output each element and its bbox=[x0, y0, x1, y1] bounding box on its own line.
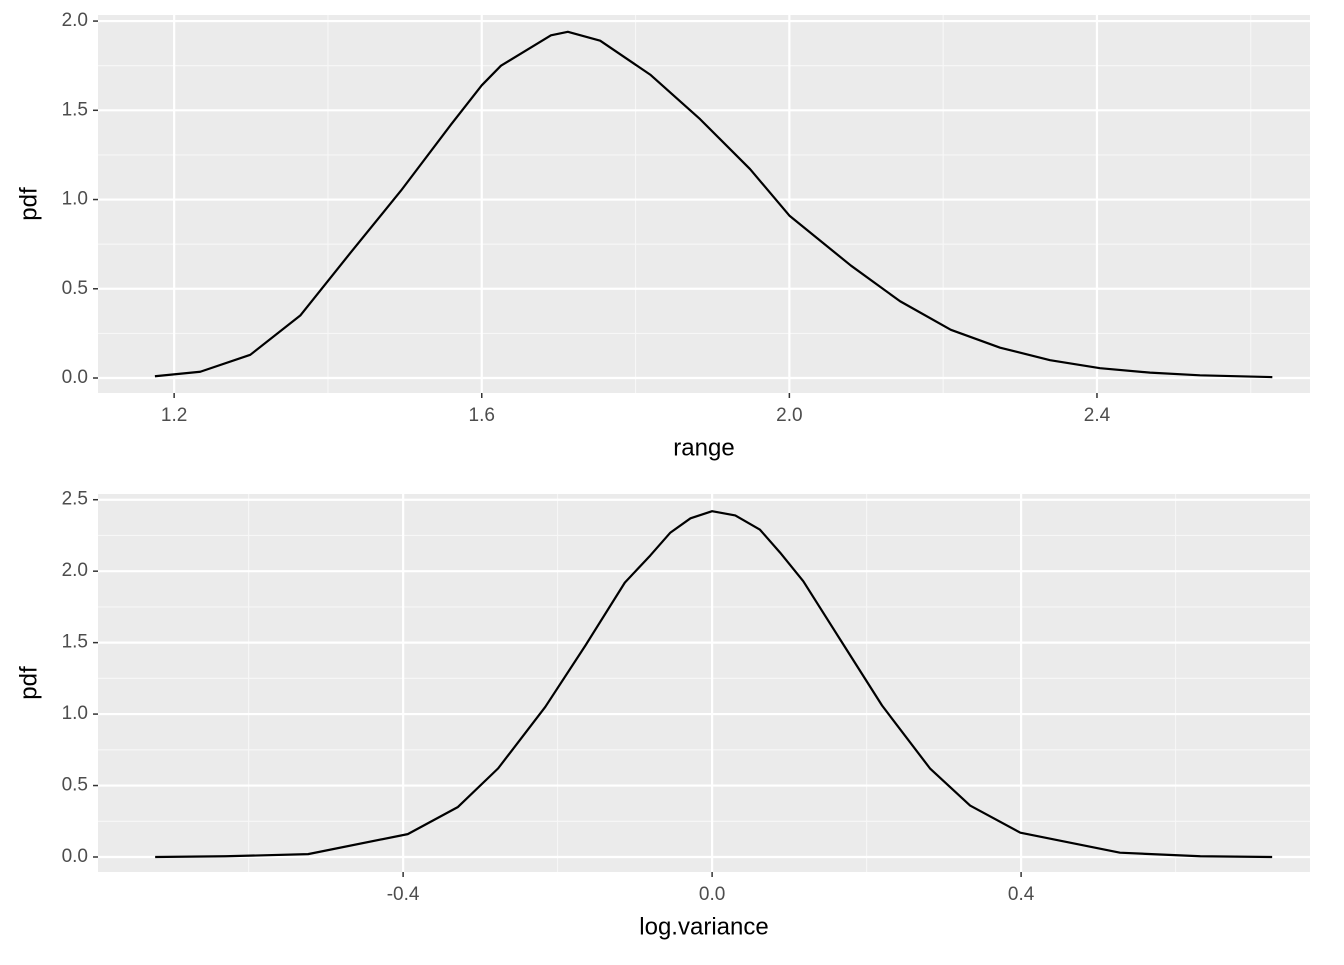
y-tick-label: 1.0 bbox=[62, 703, 88, 724]
x-tick-label: 2.4 bbox=[1084, 405, 1111, 426]
panel-group: -0.4 0.0 0.4 0.0 0.5 1.0 1.5 2.0 2.5 log.variance… bbox=[15, 489, 1310, 940]
x-tick-label: 0.4 bbox=[1008, 884, 1035, 905]
y-tick-label: 0.5 bbox=[62, 775, 88, 796]
x-tick-label: 1.6 bbox=[469, 405, 495, 426]
x-tick-label: 0.0 bbox=[699, 884, 725, 905]
y-tick-label: 0.0 bbox=[62, 367, 88, 388]
line bbox=[155, 510, 1273, 859]
y-axis-title: pdf bbox=[15, 666, 42, 700]
x-axis-title: range bbox=[673, 434, 734, 461]
y-tick-label: 2.0 bbox=[62, 10, 88, 31]
panel-background bbox=[98, 494, 1310, 872]
x-tick-label: -0.4 bbox=[387, 884, 420, 905]
panel-group: 1.2 1.6 2.0 2.4 0.0 0.5 1.0 1.5 2.0 range pdf bbox=[15, 10, 1310, 461]
y-tick-label: 0.5 bbox=[62, 278, 88, 299]
line bbox=[154, 30, 1273, 379]
y-tick-label: 1.5 bbox=[62, 99, 88, 120]
y-tick-label: 2.5 bbox=[62, 489, 88, 510]
x-tick-label: 1.2 bbox=[161, 405, 187, 426]
y-tick-label: 2.0 bbox=[62, 560, 88, 581]
y-tick-label: 1.0 bbox=[62, 189, 88, 210]
y-axis-title: pdf bbox=[15, 187, 42, 221]
x-axis-title: log.variance bbox=[639, 913, 768, 940]
y-tick-label: 0.0 bbox=[62, 846, 88, 867]
x-tick-label: 2.0 bbox=[776, 405, 802, 426]
y-tick-label: 1.5 bbox=[62, 632, 88, 653]
panel-background bbox=[98, 15, 1310, 393]
